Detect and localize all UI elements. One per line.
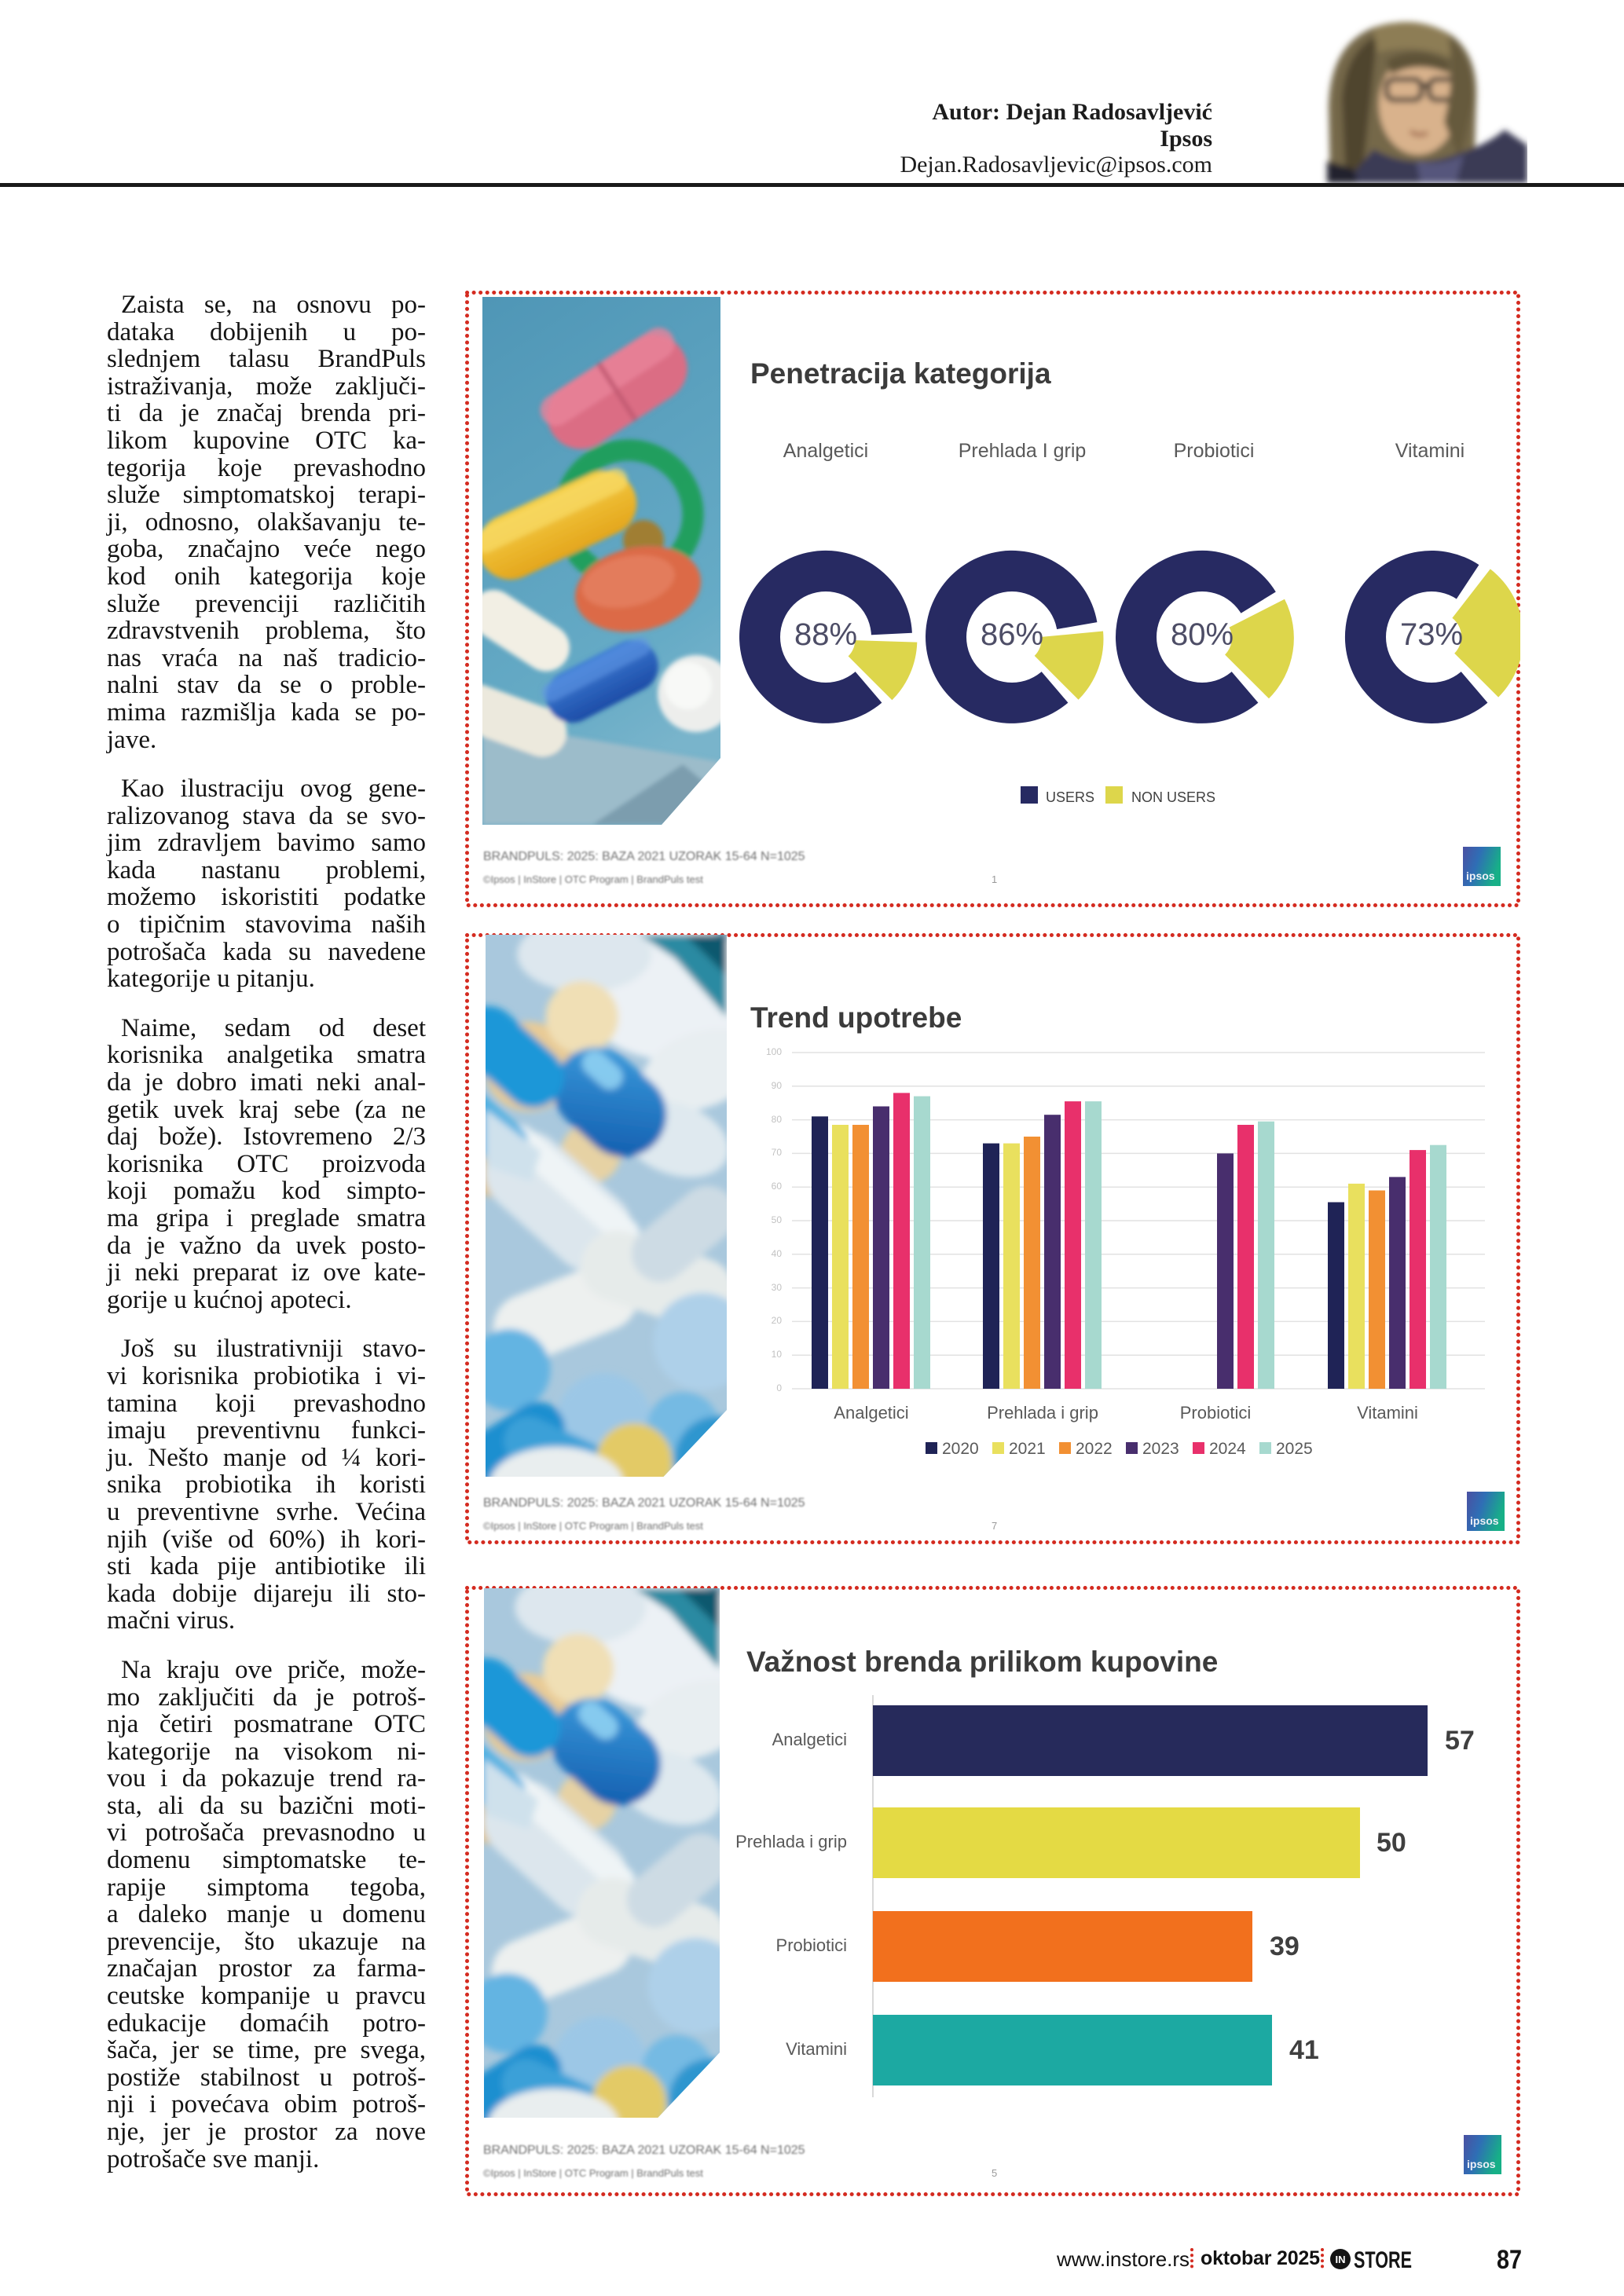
svg-text:ipsos: ipsos [1467, 2158, 1496, 2170]
svg-text:ipsos: ipsos [1466, 870, 1495, 882]
svg-text:STORE: STORE [1354, 2247, 1412, 2272]
svg-text:87: 87 [1497, 2246, 1522, 2272]
svg-text:IN: IN [1336, 2254, 1346, 2265]
svg-text:ipsos: ipsos [1470, 1514, 1499, 1527]
